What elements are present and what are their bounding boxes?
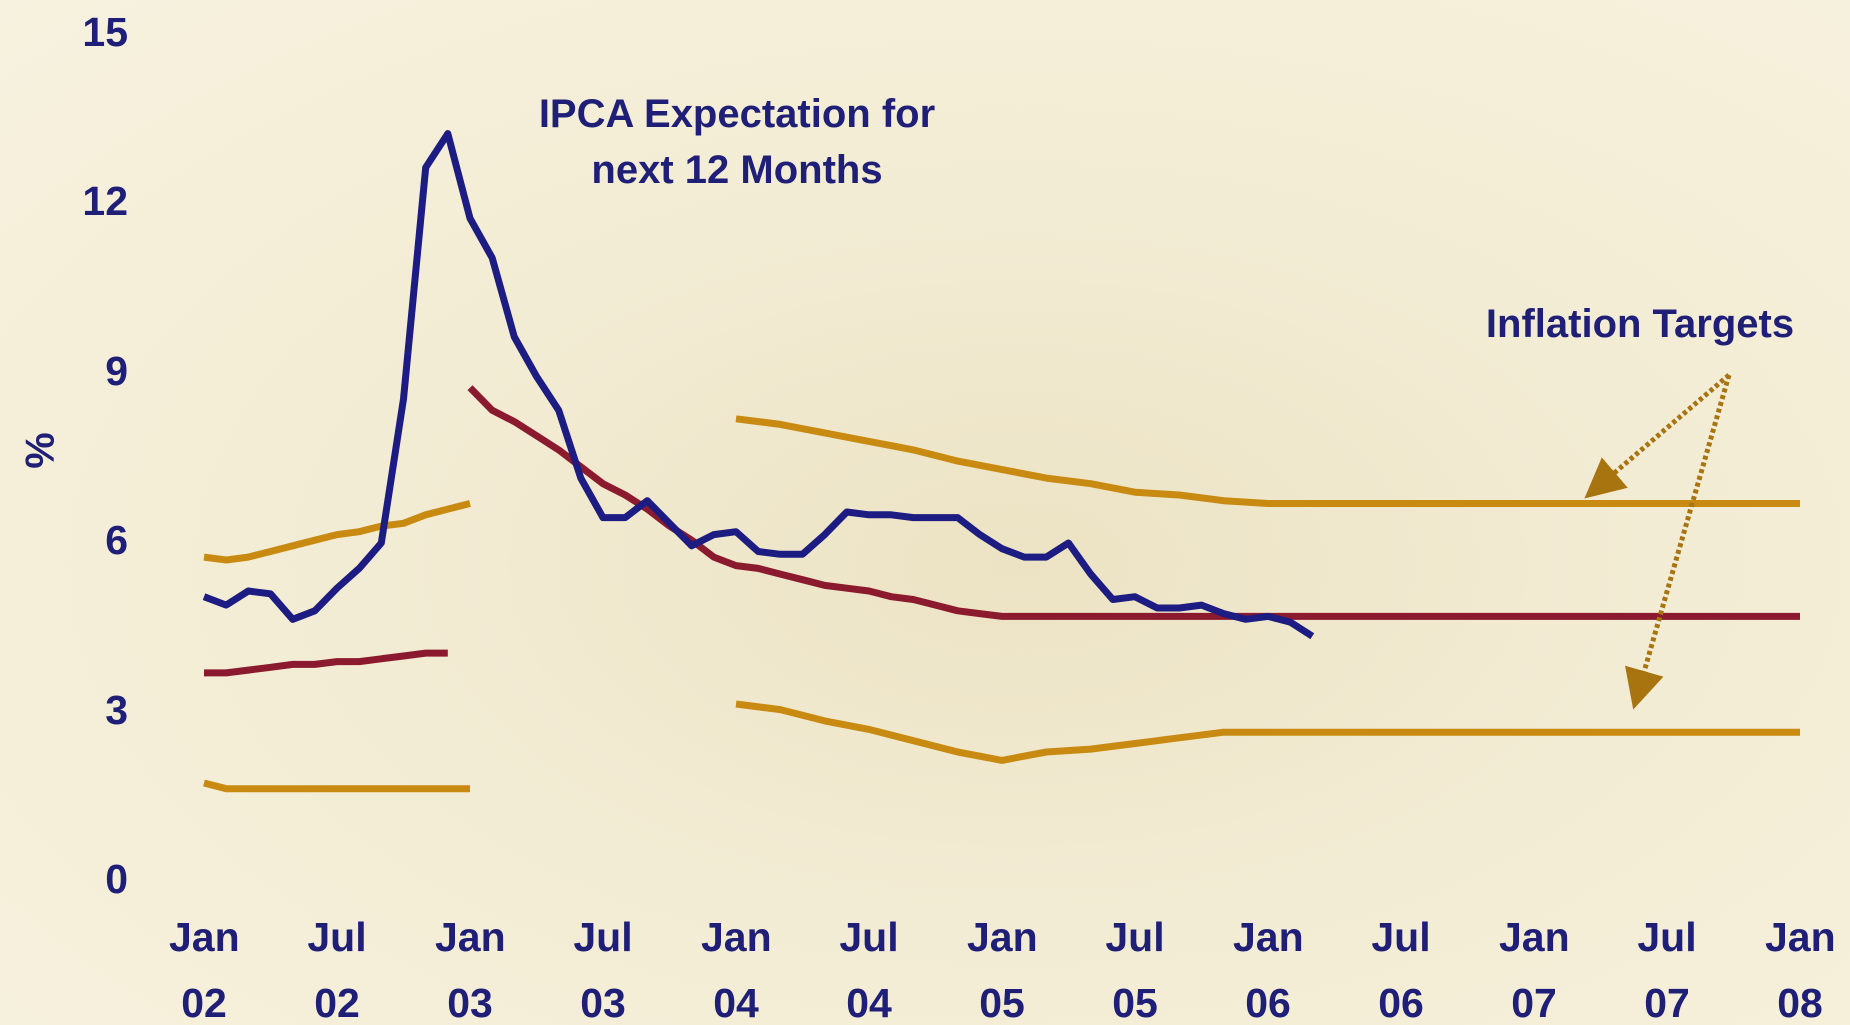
x-tick-label: Jul 04 [834, 904, 904, 1025]
series-line [204, 653, 448, 673]
y-tick-label: 12 [28, 181, 128, 222]
chart: % IPCA Expectation for next 12 Months In… [0, 0, 1850, 1025]
annotation-arrow [1636, 375, 1729, 700]
y-tick-label: 3 [28, 690, 128, 731]
x-tick-label: Jul 02 [302, 904, 372, 1025]
y-tick-label: 15 [28, 12, 128, 53]
x-tick-label: Jul 03 [568, 904, 638, 1025]
x-tick-label: Jan 08 [1765, 904, 1835, 1025]
series-line [204, 134, 1312, 637]
series-line [204, 783, 470, 789]
x-tick-label: Jan 04 [701, 904, 771, 1025]
x-tick-label: Jul 06 [1366, 904, 1436, 1025]
y-tick-label: 6 [28, 520, 128, 561]
x-tick-label: Jan 05 [967, 904, 1037, 1025]
x-tick-label: Jan 06 [1233, 904, 1303, 1025]
annotation: Inflation Targets [1430, 296, 1850, 352]
x-tick-label: Jan 07 [1499, 904, 1569, 1025]
series-line [204, 504, 470, 561]
x-tick-label: Jul 05 [1100, 904, 1170, 1025]
x-tick-label: Jan 03 [435, 904, 505, 1025]
y-axis-label: % [20, 432, 61, 468]
annotation-arrow [1592, 375, 1729, 492]
y-tick-label: 0 [28, 859, 128, 900]
y-tick-label: 9 [28, 351, 128, 392]
x-tick-label: Jan 02 [169, 904, 239, 1025]
series-line [736, 419, 1800, 504]
x-tick-label: Jul 07 [1632, 904, 1702, 1025]
series-line [736, 704, 1800, 760]
annotation: IPCA Expectation for next 12 Months [507, 86, 967, 198]
